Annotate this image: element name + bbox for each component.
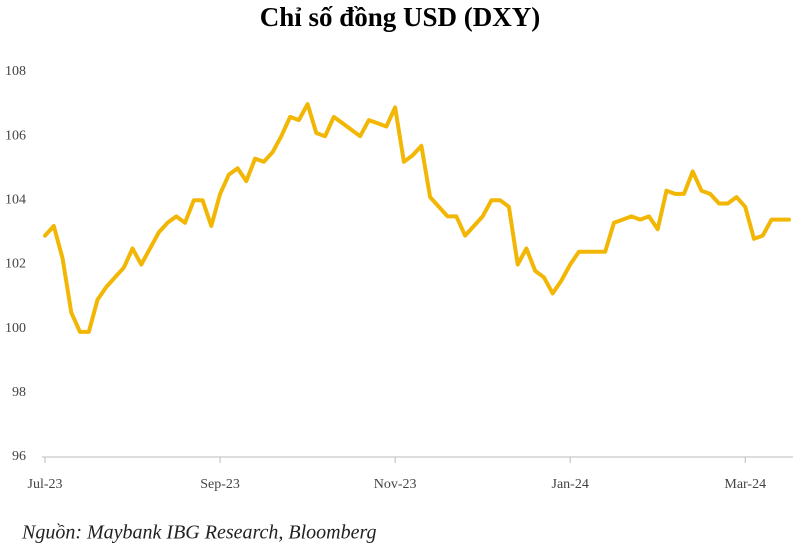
y-tick-label: 104 (5, 193, 26, 208)
y-tick-label: 106 (5, 128, 26, 143)
source-note: Nguồn: Maybank IBG Research, Bloomberg (21, 522, 377, 544)
x-tick-label: Nov-23 (374, 477, 417, 492)
y-tick-label: 100 (5, 321, 26, 336)
y-tick-label: 102 (5, 257, 26, 272)
x-tick-label: Sep-23 (200, 477, 240, 492)
y-tick-label: 98 (12, 385, 26, 400)
x-tick-label: Jan-24 (552, 477, 589, 492)
x-tick-label: Jul-23 (28, 477, 63, 492)
y-tick-label: 96 (12, 449, 26, 464)
x-tick-label: Mar-24 (724, 477, 766, 492)
y-tick-label: 108 (5, 64, 26, 79)
chart-title: Chỉ số đồng USD (DXY) (260, 2, 541, 32)
data-line (43, 102, 791, 334)
